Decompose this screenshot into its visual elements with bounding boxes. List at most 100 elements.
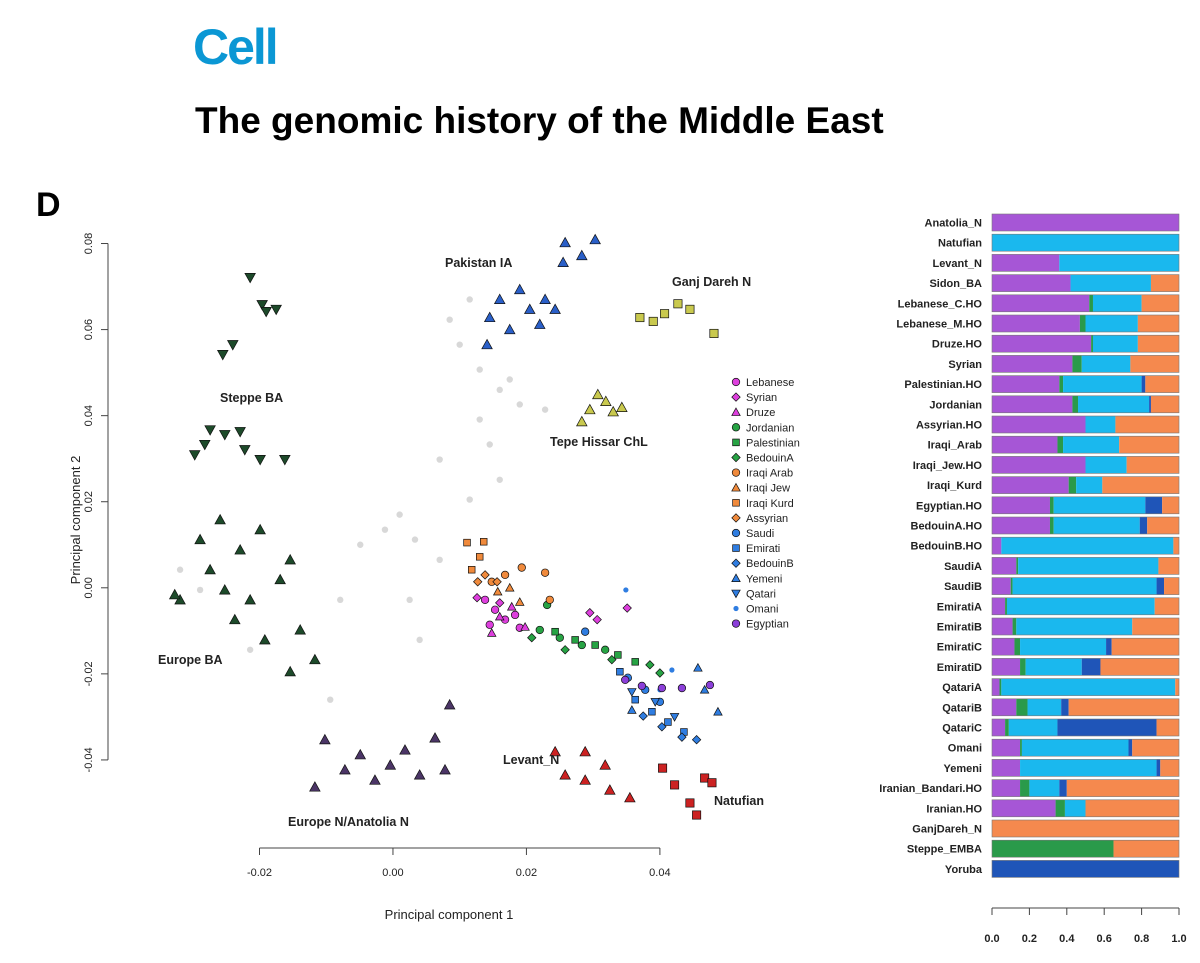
bar-segment	[1115, 416, 1179, 433]
row-frame	[991, 577, 1180, 595]
bar-segment	[1057, 436, 1064, 454]
point	[254, 455, 266, 466]
bar-segment	[1154, 597, 1179, 615]
bar-segment	[1012, 618, 1017, 635]
point	[294, 624, 306, 635]
point	[604, 784, 616, 795]
point	[476, 416, 483, 423]
point	[623, 587, 629, 593]
point	[510, 610, 520, 620]
point	[467, 566, 476, 574]
row-frame	[991, 395, 1180, 414]
point	[476, 366, 483, 373]
point	[492, 577, 502, 587]
row-label: GanjDareh_N	[912, 824, 982, 836]
bar-segment	[992, 537, 1002, 555]
bar-segment	[992, 638, 1015, 656]
point	[496, 476, 503, 483]
point	[577, 640, 586, 650]
point	[660, 309, 670, 319]
bar-segment	[1085, 799, 1179, 817]
point	[279, 455, 291, 466]
point	[638, 711, 648, 721]
legend-marker	[731, 452, 741, 463]
point	[486, 441, 493, 448]
point	[246, 646, 254, 653]
point	[627, 705, 637, 714]
bar-segment	[1079, 315, 1086, 332]
point	[581, 627, 590, 636]
bar-segment	[1053, 496, 1146, 514]
point	[559, 769, 571, 780]
point	[483, 311, 496, 323]
point	[657, 683, 667, 693]
bar-segment	[992, 678, 1000, 696]
point	[635, 313, 645, 323]
point	[600, 395, 612, 406]
bar-segment	[992, 820, 1179, 837]
point	[472, 592, 482, 603]
point	[218, 584, 231, 595]
row-frame	[991, 456, 1180, 474]
bar-segment	[1091, 335, 1093, 353]
point	[709, 328, 719, 338]
point	[589, 233, 601, 245]
point	[551, 627, 559, 636]
bar-segment	[1020, 658, 1026, 676]
bar-segment	[1001, 537, 1174, 555]
x-tick-label: 0.4	[1059, 933, 1075, 945]
point	[523, 303, 536, 314]
point	[456, 341, 463, 348]
point	[506, 601, 517, 611]
row-label: Yemeni	[943, 763, 982, 775]
point	[239, 445, 251, 456]
bar-segment	[992, 840, 1114, 858]
point	[503, 323, 516, 335]
point	[591, 641, 599, 649]
legend-label: Saudi	[746, 528, 774, 540]
bar-segment	[1156, 719, 1179, 736]
point	[514, 597, 525, 606]
point	[399, 744, 411, 755]
point	[516, 401, 523, 408]
row-frame	[991, 617, 1180, 636]
point	[369, 774, 381, 785]
row-label: Iranian.HO	[926, 803, 982, 815]
point	[705, 680, 715, 690]
bar-segment	[1162, 496, 1179, 514]
y-tick-label: 0.08	[83, 233, 95, 254]
point	[576, 249, 588, 261]
point	[559, 236, 571, 248]
bar-segment	[1113, 840, 1179, 858]
point	[592, 388, 604, 400]
point	[533, 318, 546, 329]
point	[621, 675, 630, 685]
row-label: BedouinB.HO	[911, 541, 983, 553]
row-frame	[991, 516, 1180, 535]
point	[707, 778, 717, 788]
point	[218, 430, 231, 441]
point	[196, 586, 204, 594]
legend-label: Qatari	[746, 588, 776, 600]
point	[513, 283, 526, 295]
legend-label: BedouinB	[746, 558, 794, 570]
legend-marker	[733, 605, 739, 612]
x-tick-label: 0.02	[516, 867, 537, 879]
bar-segment	[1005, 597, 1007, 615]
bar-segment	[992, 355, 1073, 373]
point	[520, 622, 530, 631]
row-label: Iraqi_Kurd	[927, 480, 982, 492]
point	[557, 256, 569, 267]
bar-segment	[1132, 618, 1179, 635]
point	[381, 526, 389, 533]
bar-segment	[1016, 557, 1019, 575]
bar-segment	[992, 719, 1006, 736]
row-label: SaudiA	[944, 561, 982, 573]
row-label: QatariA	[942, 682, 982, 694]
bar-segment	[1137, 335, 1179, 353]
bar-segment	[1164, 577, 1179, 595]
row-frame	[991, 435, 1180, 454]
point	[555, 633, 564, 642]
point	[549, 745, 561, 757]
bar-segment	[1128, 739, 1133, 757]
